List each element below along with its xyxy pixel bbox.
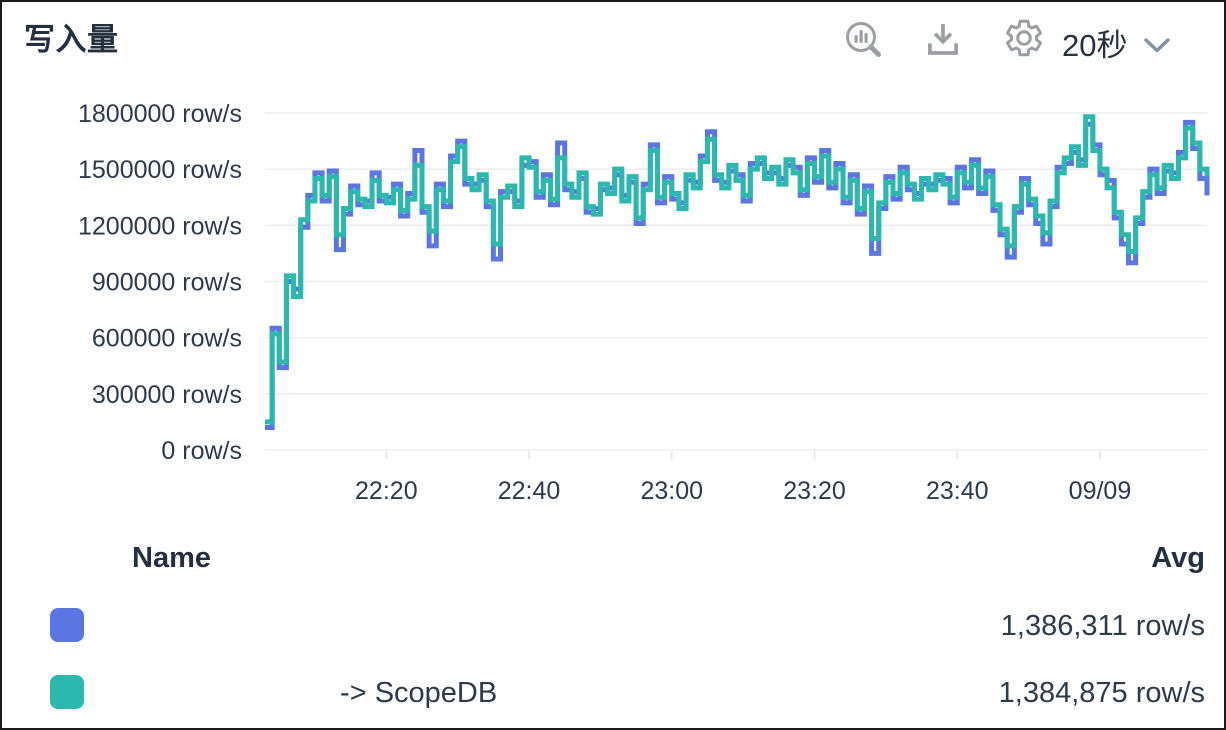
- settings-gear-icon[interactable]: [1003, 17, 1045, 59]
- time-series-chart: 1800000 row/s 1500000 row/s 1200000 row/s 9…: [78, 100, 1210, 505]
- chevron-down-icon: [1144, 37, 1171, 52]
- x-axis-label: 09/09: [1069, 477, 1132, 505]
- query-data-icon[interactable]: [840, 16, 886, 62]
- interval-value: 20秒: [1062, 28, 1128, 63]
- series-avg-value: 1,386,311 row/s: [1000, 610, 1205, 642]
- y-axis-label: 600000 row/s: [92, 325, 242, 353]
- series-swatch-teal[interactable]: [50, 675, 84, 709]
- y-axis-label: 1200000 row/s: [78, 212, 242, 240]
- panel-title: 写入量: [24, 22, 119, 57]
- legend-row: -> ScopeDB 1,384,875 row/s: [2, 675, 1224, 715]
- x-axis-label: 23:20: [783, 477, 846, 505]
- series-name: -> ScopeDB: [332, 677, 498, 709]
- interval-dropdown[interactable]: 20秒: [1062, 20, 1173, 65]
- legend-row: 1,386,311 row/s: [2, 608, 1224, 648]
- legend-avg-header: Avg: [1151, 542, 1205, 574]
- plot-area[interactable]: [265, 103, 1207, 450]
- series-avg-value: 1,384,875 row/s: [998, 677, 1205, 709]
- y-axis-label: 1500000 row/s: [78, 156, 242, 184]
- download-icon[interactable]: [922, 18, 964, 60]
- y-axis-label: 900000 row/s: [92, 269, 242, 297]
- series-line-scopedb: [265, 114, 1210, 425]
- y-axis-label: 1800000 row/s: [78, 100, 242, 128]
- legend-name-header: Name: [132, 542, 211, 574]
- legend-table: Name Avg 1,386,311 row/s -> ScopeDB 1,38…: [2, 542, 1224, 728]
- x-axis-label: 22:40: [498, 477, 561, 505]
- x-axis-label: 23:00: [640, 477, 703, 505]
- series-swatch-blue[interactable]: [50, 608, 84, 642]
- x-axis-label: 22:20: [355, 477, 418, 505]
- y-axis-label: 300000 row/s: [92, 381, 242, 409]
- y-axis-label: 0 row/s: [161, 437, 242, 465]
- x-axis-label: 23:40: [926, 477, 989, 505]
